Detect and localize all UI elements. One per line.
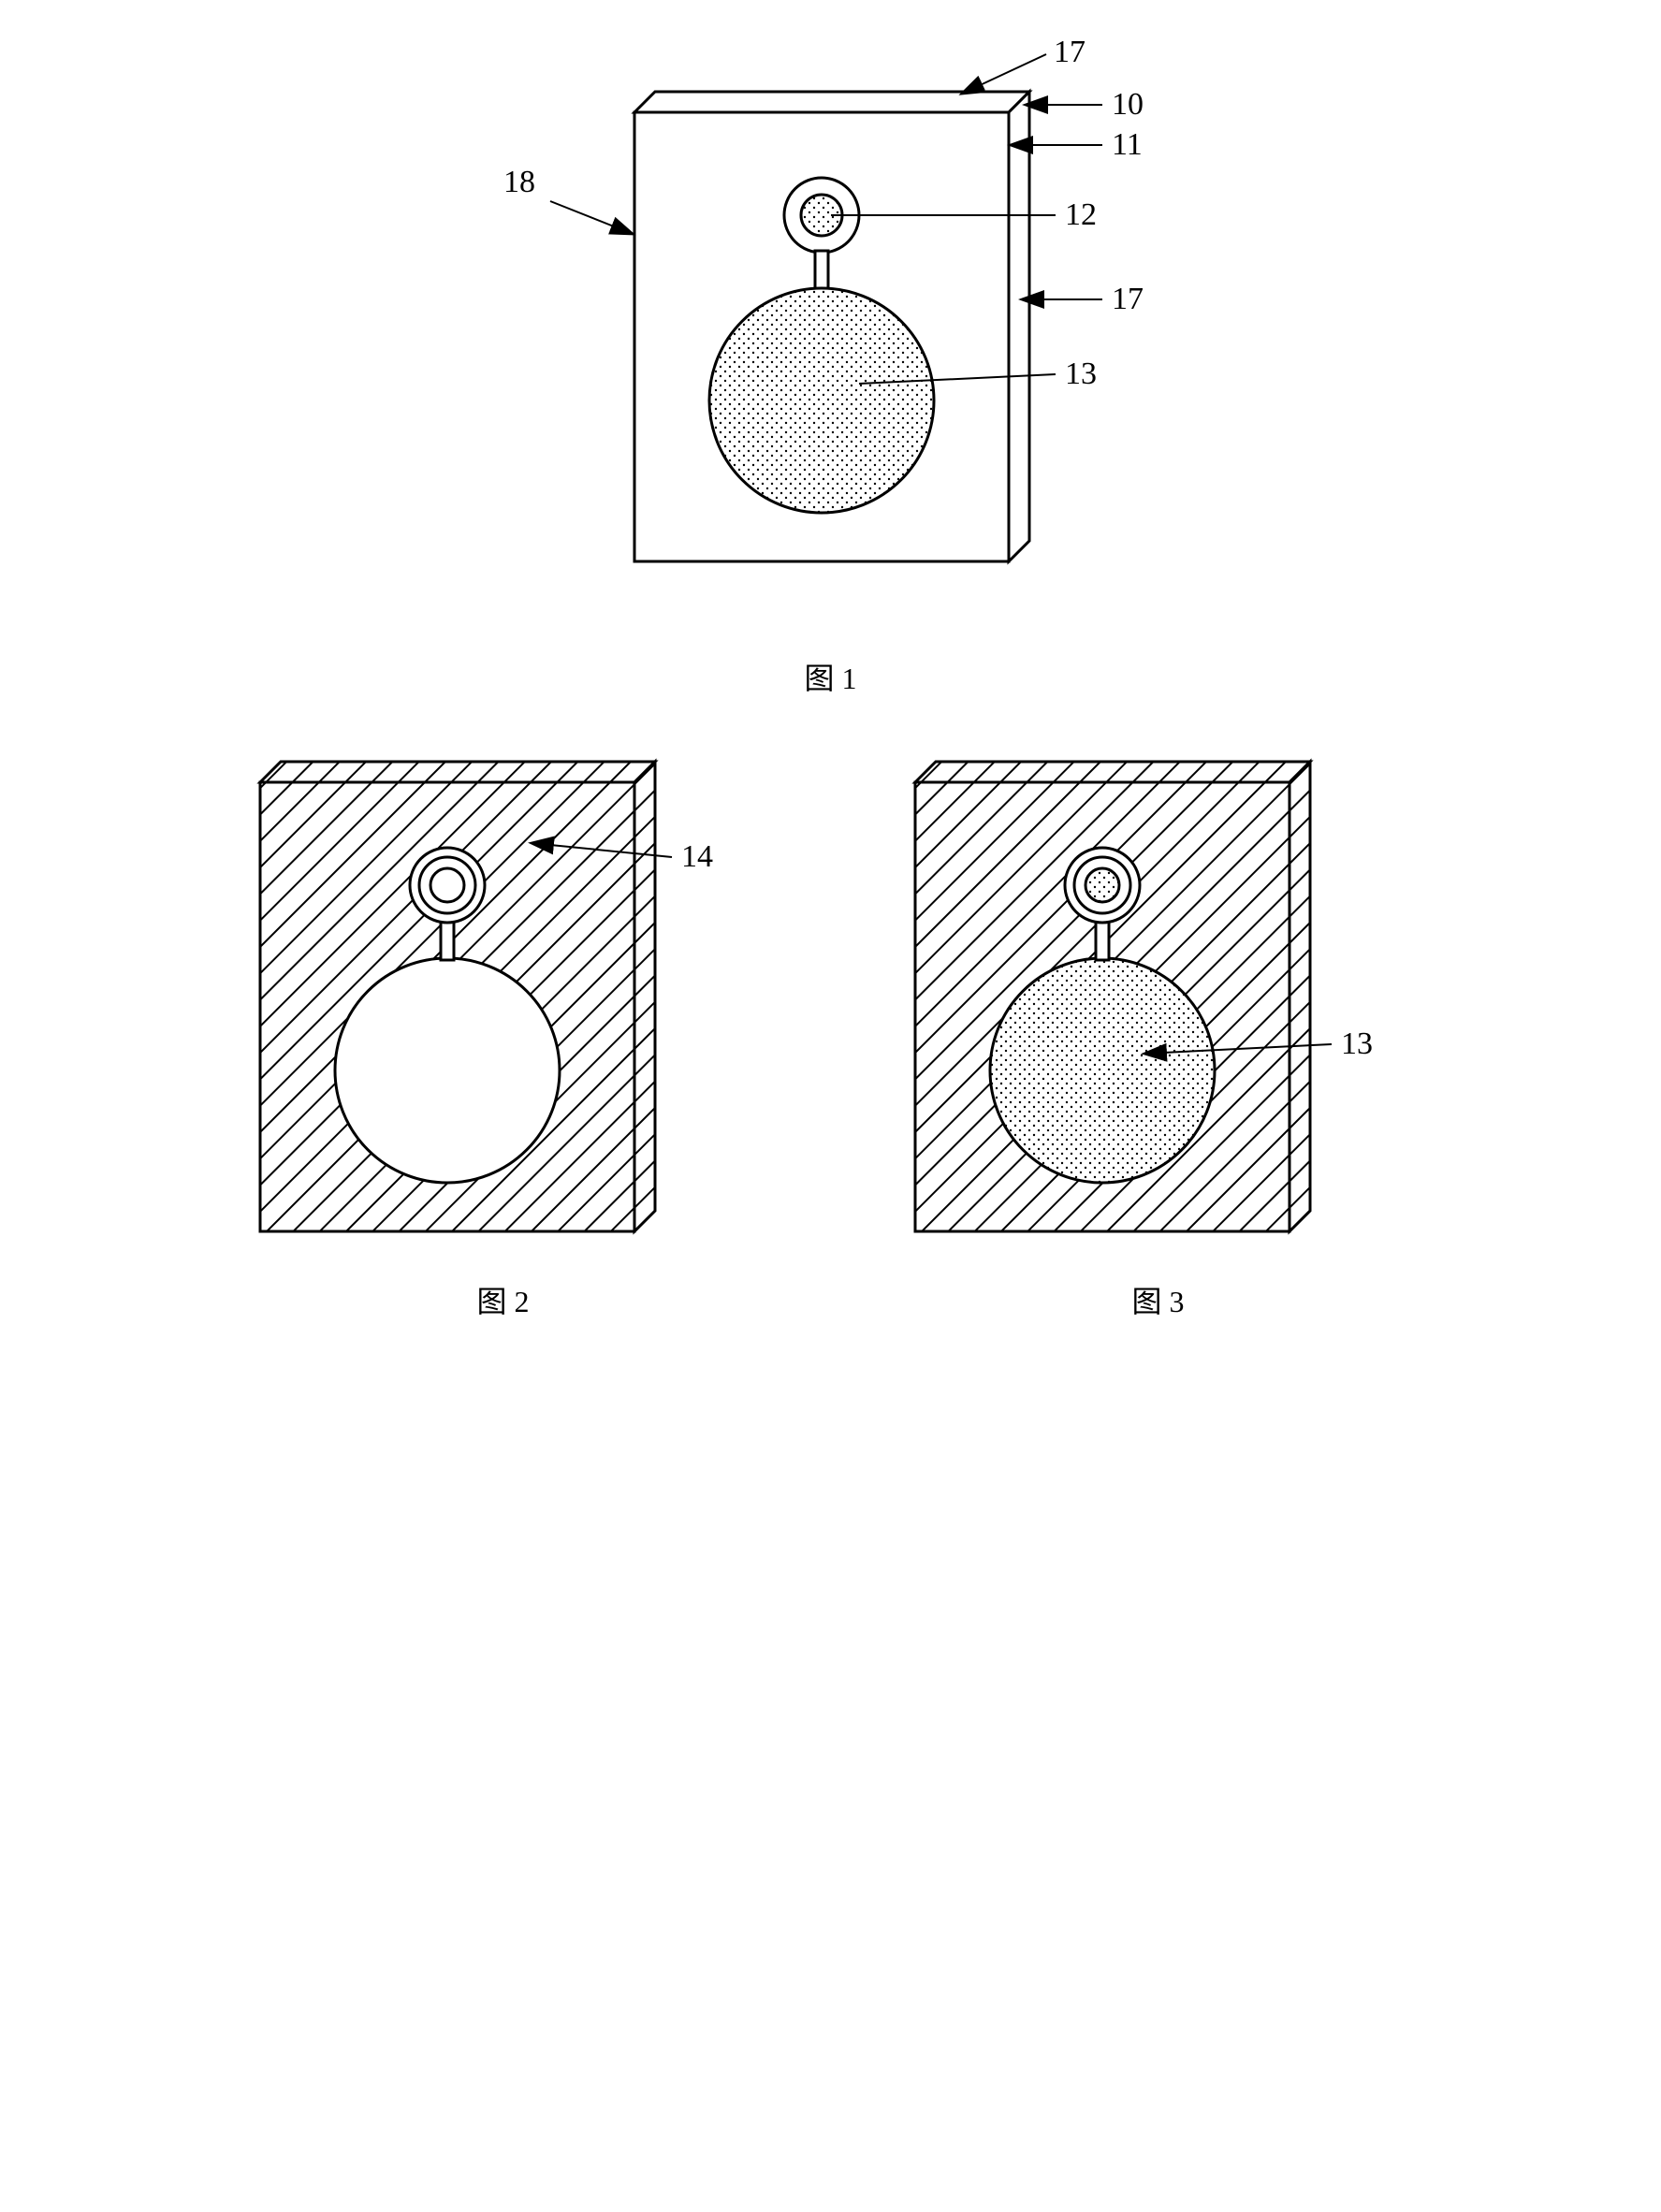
- large-circle: [335, 958, 560, 1183]
- label-13: 13: [1341, 1026, 1373, 1061]
- figure-1-caption: 图 1: [804, 655, 856, 698]
- label-11: 11: [1112, 127, 1143, 162]
- label-14: 14: [681, 839, 713, 874]
- label-13: 13: [1065, 357, 1097, 391]
- label-12: 12: [1065, 197, 1097, 232]
- leader-18: [550, 201, 633, 234]
- small-circle-inner: [430, 868, 464, 902]
- figure-2-svg: 14: [232, 735, 775, 1259]
- figure-3-caption: 图 3: [1131, 1278, 1184, 1321]
- figures-root: 17 10 11 18 12 17 13 图 1: [37, 37, 1624, 1321]
- figure-1: 17 10 11 18 12 17 13 图 1: [447, 37, 1215, 698]
- figure-1-svg: 17 10 11 18 12 17 13: [447, 37, 1215, 636]
- label-10: 10: [1112, 87, 1144, 122]
- connector: [441, 921, 454, 960]
- large-circle: [990, 958, 1215, 1183]
- connector: [1096, 921, 1109, 960]
- figure-2-caption: 图 2: [476, 1278, 529, 1321]
- connector: [815, 251, 828, 290]
- label-17-top: 17: [1054, 37, 1085, 69]
- label-17-right: 17: [1112, 282, 1144, 316]
- label-18: 18: [503, 165, 535, 199]
- figure-3-svg: 13: [887, 735, 1430, 1259]
- figure-3: 13 图 3: [887, 735, 1430, 1321]
- leader-17-top: [962, 54, 1046, 94]
- large-circle: [709, 288, 934, 513]
- small-circle-inner: [1085, 868, 1119, 902]
- figure-row-2-3: 14 图 2: [232, 735, 1430, 1321]
- figure-2: 14 图 2: [232, 735, 775, 1321]
